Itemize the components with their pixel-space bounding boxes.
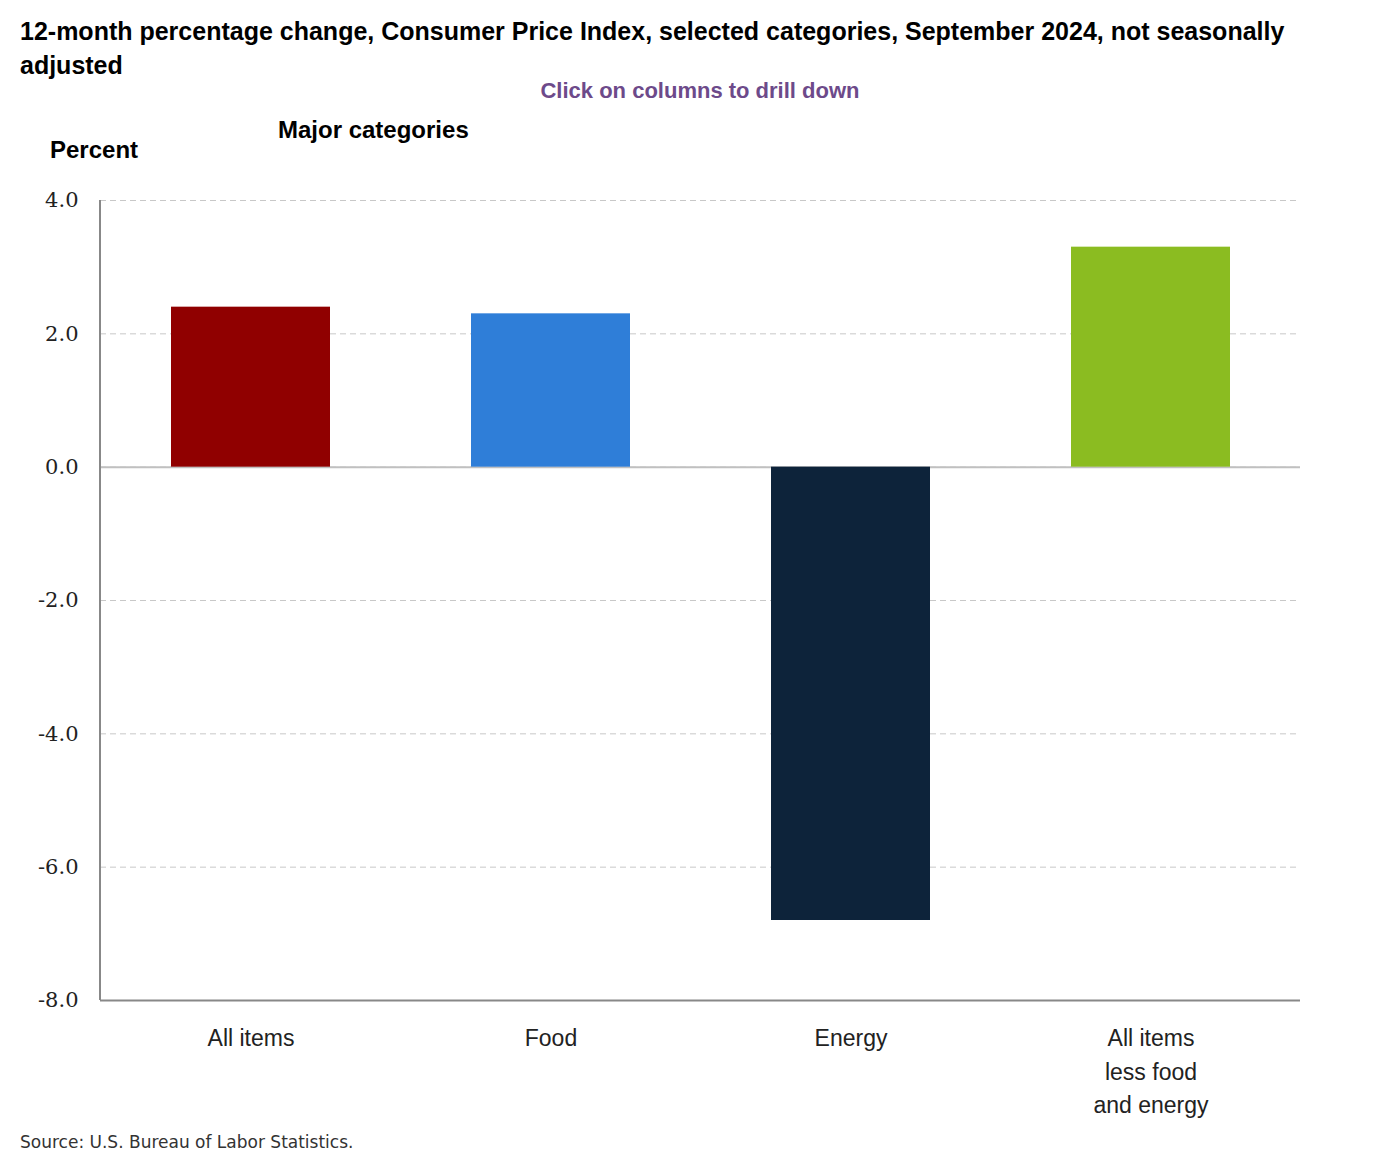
html-text:Source: U.S. Bureau of Labor S: Source: U.S. Bureau of Labor Statistics. [20, 1132, 354, 1152]
html-text:12-month percentage change, Co: 12-month percentage change, Consumer Pri… [20, 17, 1285, 79]
svg-text:Food: Food [525, 1025, 577, 1051]
svg-text:-2.0: -2.0 [38, 588, 79, 612]
svg-text:Energy: Energy [815, 1025, 888, 1051]
svg-text:2.0: 2.0 [45, 322, 78, 346]
svg-text:-6.0: -6.0 [38, 855, 79, 879]
svg-text:All items: All items [208, 1025, 295, 1051]
html-text:Click on columns to drill down: Click on columns to drill down [540, 78, 860, 103]
svg-text:0.0: 0.0 [45, 455, 78, 479]
svg-text:-4.0: -4.0 [38, 722, 79, 746]
html-text:Major categories: Major categories [278, 116, 469, 143]
svg-text:-8.0: -8.0 [38, 988, 79, 1012]
html-text:Percent: Percent [50, 136, 138, 163]
svg-text:All itemsless foodand energy: All itemsless foodand energy [1093, 1025, 1209, 1118]
svg-text:4.0: 4.0 [45, 188, 78, 212]
